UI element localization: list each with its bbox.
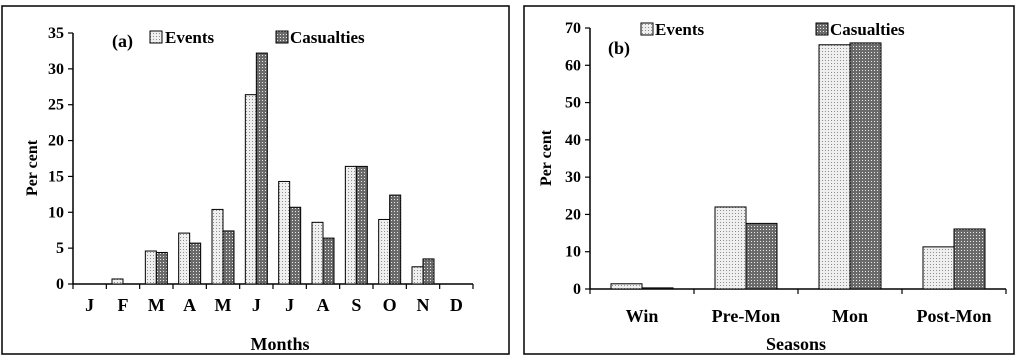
- bar-a-casualties: [322, 237, 335, 285]
- x-category-label-b: Win: [626, 306, 659, 326]
- panel-b-xlabel: Seasons: [766, 334, 826, 354]
- y-tick-label-b: 60: [565, 57, 581, 74]
- bar-b-casualties: [745, 222, 778, 290]
- x-category-label-b: Post-Mon: [917, 306, 992, 326]
- x-category-label-a: A: [183, 295, 196, 315]
- panel-b-legend: Events Casualties: [640, 20, 905, 39]
- bar-a-casualties: [155, 251, 168, 285]
- legend-b-events-label: Events: [655, 20, 705, 39]
- x-category-label-b: Pre-Mon: [712, 306, 781, 326]
- panel-a-legend: Events Casualties: [149, 28, 365, 47]
- bar-b-events: [922, 246, 955, 290]
- x-category-label-a: J: [285, 295, 294, 315]
- bar-a-events: [411, 266, 424, 285]
- x-category-label-a: A: [317, 295, 330, 315]
- bar-a-casualties: [222, 230, 235, 285]
- panel-a-ylabel: Per cent: [24, 139, 41, 196]
- legend-a-casualties-label: Casualties: [290, 28, 365, 47]
- panel-b-border: [523, 5, 1015, 355]
- bar-a-events: [344, 165, 357, 285]
- legend-b-events-swatch: [640, 22, 654, 36]
- y-tick-label-a: 0: [56, 276, 64, 293]
- bar-a-casualties: [255, 52, 268, 285]
- y-tick-label-b: 0: [573, 281, 581, 298]
- bar-a-events: [211, 208, 224, 285]
- panel-a: (a) Months Per cent Events Casualties 0 5…: [1, 5, 510, 355]
- x-category-label-a: N: [417, 295, 430, 315]
- x-category-label-a: S: [351, 295, 361, 315]
- bar-a-events: [278, 180, 291, 285]
- bar-a-events: [378, 218, 391, 285]
- bar-a-casualties: [189, 242, 202, 285]
- x-category-label-a: J: [252, 295, 261, 315]
- x-category-label-a: J: [85, 295, 94, 315]
- y-tick-label-b: 30: [565, 169, 581, 186]
- x-category-label-b: Mon: [832, 306, 868, 326]
- legend-a-events-label: Events: [165, 28, 215, 47]
- panel-a-label: (a): [112, 31, 133, 52]
- y-tick-label-b: 40: [565, 132, 581, 149]
- bar-b-events: [818, 44, 851, 290]
- y-tick-label-a: 15: [48, 168, 64, 185]
- x-category-label-a: F: [118, 295, 129, 315]
- bar-b-events: [714, 206, 747, 290]
- bar-a-casualties: [389, 194, 402, 285]
- y-tick-label-a: 35: [48, 25, 64, 42]
- legend-a-casualties-swatch: [275, 30, 289, 44]
- bar-b-casualties: [849, 42, 882, 290]
- bar-b-events: [610, 283, 643, 290]
- panel-b-plot: 0 10 20 30 40 50 60 70 Win Pre-Mon Mon Post-Mon: [565, 20, 1007, 326]
- panel-b-ylabel: Per cent: [538, 129, 555, 186]
- y-tick-label-b: 20: [565, 206, 581, 223]
- legend-b-casualties-label: Casualties: [830, 20, 905, 39]
- bar-a-events: [111, 278, 124, 285]
- y-tick-label-a: 30: [48, 61, 64, 78]
- legend-a-events-swatch: [149, 30, 163, 44]
- y-tick-label-a: 20: [48, 133, 64, 150]
- bar-b-casualties: [641, 287, 674, 290]
- legend-b-casualties-swatch: [815, 22, 829, 36]
- x-category-label-a: M: [148, 295, 165, 315]
- y-tick-label-a: 5: [56, 240, 64, 257]
- bar-a-casualties: [355, 165, 368, 285]
- panel-b: (b) Seasons Per cent Events Casualties 0…: [523, 5, 1015, 355]
- bar-a-casualties: [289, 206, 302, 285]
- bar-a-events: [244, 94, 257, 285]
- bar-a-events: [311, 221, 324, 285]
- x-category-label-a: M: [215, 295, 232, 315]
- y-tick-label-b: 10: [565, 244, 581, 261]
- bar-a-events: [144, 250, 157, 285]
- x-category-label-a: D: [450, 295, 463, 315]
- panel-a-xlabel: Months: [250, 334, 309, 354]
- panel-a-border: [1, 5, 510, 355]
- y-tick-label-b: 50: [565, 95, 581, 112]
- y-tick-label-a: 10: [48, 204, 64, 221]
- y-tick-label-b: 70: [565, 20, 581, 37]
- bar-a-events: [178, 232, 191, 285]
- bar-b-casualties: [953, 228, 986, 290]
- panel-b-label: (b): [608, 38, 630, 59]
- x-category-label-a: O: [383, 295, 397, 315]
- bar-a-casualties: [422, 258, 435, 285]
- y-tick-label-a: 25: [48, 97, 64, 114]
